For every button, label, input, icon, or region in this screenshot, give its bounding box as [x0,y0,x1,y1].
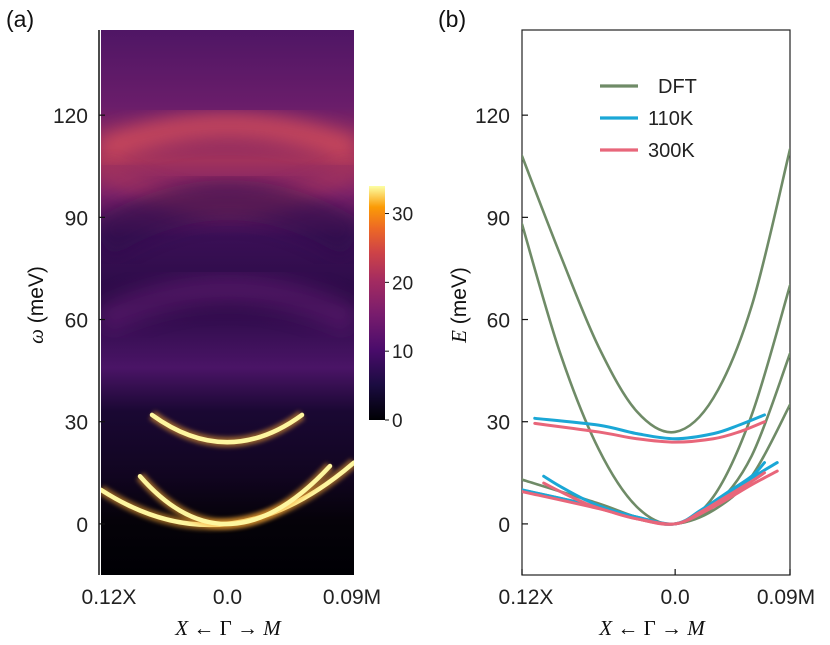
panel-a-y-tick-label: 0 [76,514,88,537]
panel-a-y-tick-label: 90 [65,207,88,230]
panel-b-lines [522,147,790,526]
panel-b-x-end: M [686,616,706,640]
legend-label-110k: 110K [648,108,694,130]
panel-b-x-arrow1: ← [612,616,644,640]
panel-b-y-tick-label: 60 [487,310,510,333]
panel-b-x-tick-label: 0.12X [499,586,554,609]
panel-b-y-ticks: 0 30 60 90 120 [475,105,528,537]
colorbar-ticks: 0 10 20 30 [385,205,413,432]
panel-a-y-ticks: 0 30 60 90 120 [53,105,105,537]
panel-a-y-tick-label: 30 [65,412,88,435]
panel-a-x-tick-label: 0.0 [213,586,242,609]
panel-a-y-tick-label: 60 [65,310,88,333]
panel-b-x-ticks: 0.12X 0.0 0.09M [499,569,815,609]
panel-a-y-symbol: ω [24,329,48,344]
panel-a-x-tick-label: 0.12X [82,586,137,609]
heatmap-optical-branch [149,412,305,445]
panel-b-frame [521,29,791,576]
panel-b-y-tick-label: 0 [498,514,510,537]
panel-a-x-arrow2: → [232,616,264,640]
colorbar-tick-label: 20 [392,273,413,294]
panel-b-y-symbol: E [447,330,471,344]
colorbar-tick-label: 30 [392,205,413,226]
panel-b-y-tick-label: 90 [487,207,510,230]
panel-a: 0 30 60 90 120 0.12X 0.0 0.09M ω (meV) X ← Γ →… [24,30,413,640]
heatmap-broad-band-upper [101,112,354,163]
legend-label-300k: 300K [648,140,695,162]
series-line-dft-1 [522,222,790,526]
panel-a-x-tick-label: 0.09M [323,586,381,609]
panel-b: 0 30 60 90 120 0.12X 0.0 0.09M E (meV) X ← Γ →… [447,29,815,640]
panel-a-x-start: X [174,616,189,640]
panel-b-label: (b) [438,6,466,32]
series-line-dft-0 [522,147,790,434]
heatmap-bright-branches [101,410,354,530]
panel-a-x-center: Γ [220,616,232,640]
panel-b-x-tick-label: 0.0 [661,586,690,609]
legend: DFT 110K 300K [600,76,697,162]
panel-b-x-tick-label: 0.09M [757,586,815,609]
legend-label-dft: DFT [658,76,697,98]
panel-a-y-unit: (meV) [25,266,48,329]
panel-a-label: (a) [6,6,34,32]
colorbar-tick-label: 10 [392,342,413,363]
heatmap-broad-band-lower [101,275,354,334]
series-line-110k-4 [533,413,766,441]
panel-b-x-start: X [598,616,613,640]
heatmap-dark-lobe [101,180,354,258]
series-line-300k-5 [533,420,766,444]
colorbar [369,186,385,420]
panel-b-y-tick-label: 120 [475,105,510,128]
panel-b-x-arrow2: → [656,616,688,640]
colorbar-tick-label: 0 [392,411,403,432]
heatmap-image [101,30,354,575]
panel-b-y-tick-label: 30 [487,412,510,435]
panel-b-y-unit: (meV) [448,267,471,330]
panel-b-y-axis-title: E (meV) [447,267,471,344]
series-line-300k-9 [542,471,766,526]
panel-a-y-axis-title: ω (meV) [24,266,48,344]
panel-a-x-ticks: 0.12X 0.0 0.09M [82,586,382,609]
panel-a-y-tick-label: 120 [53,105,88,128]
panel-b-x-axis-title: X ← Γ → M [598,616,706,640]
panel-a-x-end: M [262,616,282,640]
panel-b-x-center: Γ [644,616,656,640]
panel-a-x-axis-title: X ← Γ → M [174,616,282,640]
panel-a-x-arrow1: ← [188,616,220,640]
heatmap-acoustic-branch-2 [137,463,333,527]
